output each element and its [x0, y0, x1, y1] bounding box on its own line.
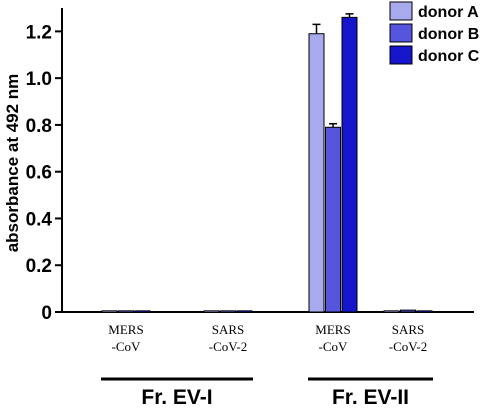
category-label: MERS: [108, 322, 143, 337]
legend-label: donor A: [418, 4, 479, 21]
y-tick-label: 1.2: [26, 22, 52, 43]
bar: [308, 33, 325, 313]
legend-swatch: [389, 45, 413, 65]
y-tick-label: 0.8: [26, 116, 52, 137]
category-label: SARS: [212, 322, 245, 337]
bar: [118, 310, 134, 313]
category-label: -CoV-2: [209, 339, 248, 354]
group-label: Fr. EV-II: [332, 386, 409, 409]
bar: [134, 310, 151, 313]
legend-swatch: [389, 1, 413, 21]
legend-label: donor C: [418, 48, 480, 65]
y-axis-title: absorbance at 492 nm: [3, 74, 22, 253]
y-tick-label: 1.0: [26, 69, 52, 90]
category-label: SARS: [392, 322, 425, 337]
group-label: Fr. EV-I: [141, 386, 212, 409]
y-tick-label: 0: [41, 303, 52, 324]
bar: [101, 310, 118, 313]
bar: [341, 16, 358, 313]
category-label: -CoV: [112, 339, 142, 354]
legend-swatch: [389, 23, 413, 43]
bar: [236, 310, 253, 313]
category-label: MERS: [315, 322, 350, 337]
y-tick-label: 0.4: [26, 209, 53, 230]
y-tick-label: 0.2: [26, 256, 52, 277]
bar: [203, 310, 220, 313]
bar: [220, 310, 236, 313]
bar: [400, 309, 416, 313]
bar: [416, 310, 433, 313]
category-label: -CoV-2: [389, 339, 428, 354]
y-tick-label: 0.6: [26, 163, 52, 184]
category-label: -CoV: [319, 339, 349, 354]
bar: [325, 126, 341, 313]
legend-label: donor B: [418, 26, 479, 43]
bar: [383, 310, 400, 313]
